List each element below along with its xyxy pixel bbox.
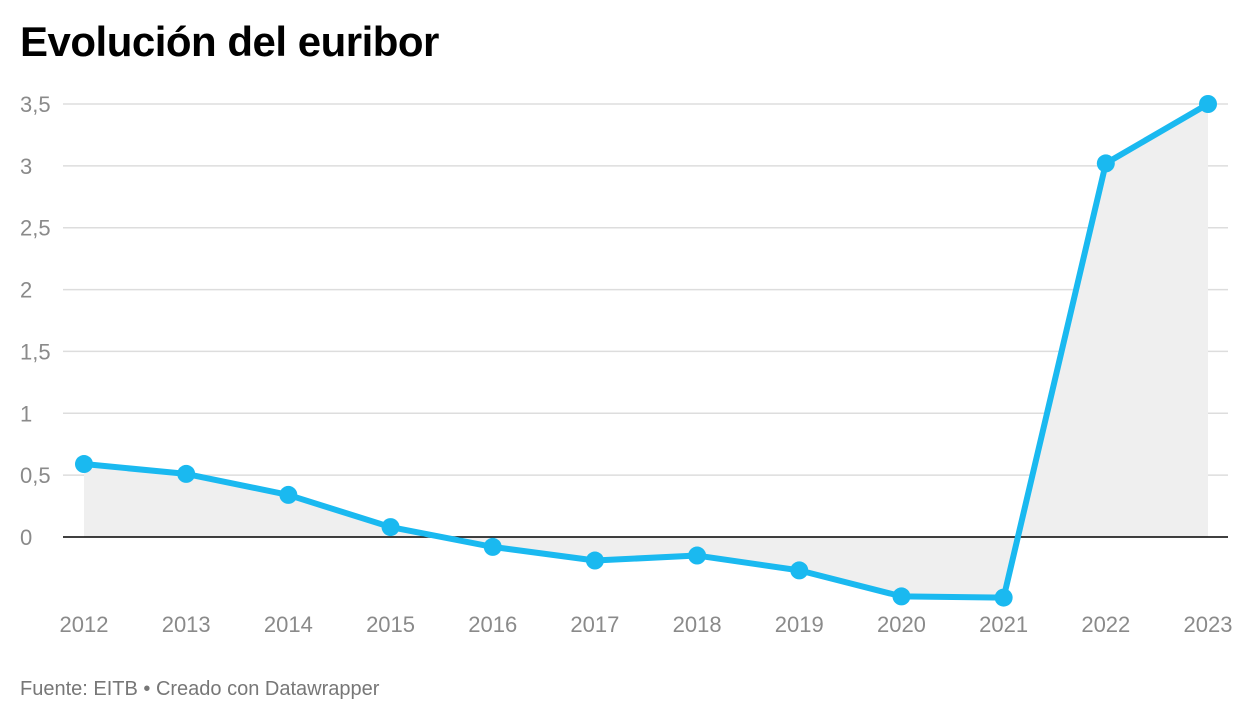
data-point-2020 xyxy=(892,587,911,606)
chart-title: Evolución del euribor xyxy=(20,18,439,65)
data-point-2018 xyxy=(688,546,707,565)
data-point-2012 xyxy=(75,455,93,474)
x-tick-label: 2015 xyxy=(366,612,415,637)
y-tick-label: 1 xyxy=(20,401,32,426)
x-axis-labels: 2012 2013 2014 2015 2016 2017 2018 2019 2020 2021… xyxy=(60,612,1233,637)
x-tick-label: 2016 xyxy=(468,612,517,637)
data-point-2023 xyxy=(1199,95,1217,113)
x-tick-label: 2013 xyxy=(162,612,211,637)
y-axis-labels: 3,5 3 2,5 2 1,5 1 0,5 0 xyxy=(20,92,51,550)
x-tick-label: 2020 xyxy=(877,612,926,637)
y-tick-label: 0,5 xyxy=(20,463,51,488)
x-tick-label: 2012 xyxy=(60,612,109,637)
data-point-2019 xyxy=(790,561,809,580)
y-tick-label: 2,5 xyxy=(20,216,51,241)
y-tick-label: 2 xyxy=(20,278,32,303)
data-point-2013 xyxy=(177,464,196,483)
source-credit: Fuente: EITB • Creado con Datawrapper xyxy=(20,678,380,700)
y-tick-label: 1,5 xyxy=(20,339,51,364)
x-tick-label: 2014 xyxy=(264,612,313,637)
x-tick-label: 2019 xyxy=(775,612,824,637)
data-point-2017 xyxy=(585,551,604,570)
x-tick-label: 2017 xyxy=(570,612,619,637)
x-tick-label: 2021 xyxy=(979,612,1028,637)
x-tick-label: 2023 xyxy=(1184,612,1233,637)
y-tick-label: 0 xyxy=(20,525,32,550)
x-tick-label: 2018 xyxy=(673,612,722,637)
data-points xyxy=(75,95,1217,607)
data-point-2015 xyxy=(381,518,400,537)
series-polyline xyxy=(81,101,1211,601)
data-point-2016 xyxy=(483,537,502,556)
data-point-2022 xyxy=(1096,154,1115,173)
y-tick-label: 3,5 xyxy=(20,92,51,117)
series-line xyxy=(81,101,1211,601)
x-tick-label: 2022 xyxy=(1081,612,1130,637)
data-point-2014 xyxy=(279,485,298,504)
y-tick-label: 3 xyxy=(20,154,32,179)
data-point-2021 xyxy=(994,588,1013,607)
